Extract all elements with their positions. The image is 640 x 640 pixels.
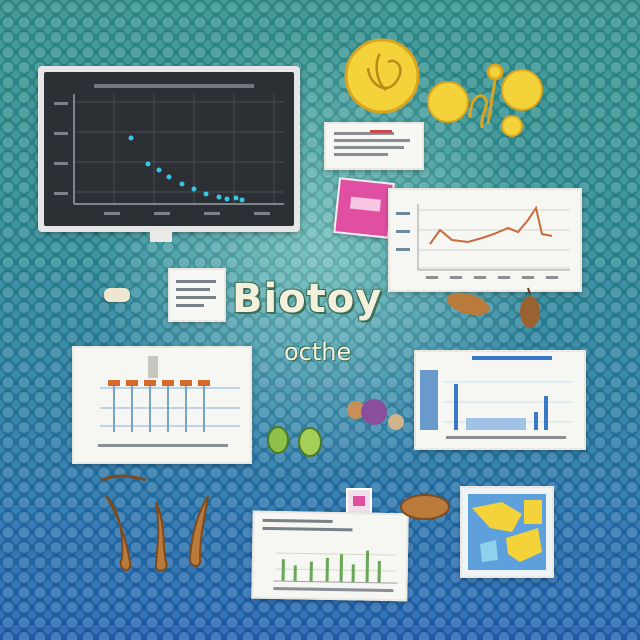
bar-chart-bottom <box>262 518 398 593</box>
gold-coin-icon <box>501 69 543 111</box>
scatter-point <box>233 195 239 201</box>
monitor-screen <box>44 72 294 226</box>
seed-icon <box>520 296 540 328</box>
pin-icon <box>468 63 504 129</box>
scatter-point <box>145 161 151 167</box>
berry-icon <box>388 414 404 430</box>
scatter-point <box>128 135 134 141</box>
note-card-top <box>324 122 424 170</box>
bar-chart-left <box>98 356 240 447</box>
bar-chart-card-bottom <box>251 510 409 602</box>
scatter-point <box>191 186 197 192</box>
gold-coin-icon <box>501 115 523 137</box>
bar-chart-right <box>420 356 572 439</box>
scatter-point <box>166 174 172 180</box>
note-text-lines <box>334 130 410 156</box>
headline-title: Biotoy <box>232 276 383 322</box>
bar-series <box>281 550 381 583</box>
gold-coin-icon <box>427 81 469 123</box>
line-chart <box>396 204 570 279</box>
bar-chart-card-left <box>72 346 252 464</box>
subline-title: octhe <box>284 338 352 366</box>
berry-icon <box>347 401 365 419</box>
map-figure <box>468 494 546 570</box>
berry-cluster <box>347 399 404 430</box>
seed-icon <box>105 495 209 572</box>
seed-icon <box>446 292 490 316</box>
seed-icon <box>400 494 450 520</box>
scatter-point <box>224 196 230 202</box>
line-series <box>429 205 553 245</box>
monitor-scatter-panel <box>38 66 300 232</box>
gold-coins-cluster <box>344 38 543 137</box>
green-beans-icon <box>267 426 322 457</box>
scatter-point <box>216 194 222 200</box>
berry-icon <box>361 399 387 425</box>
line-chart-card <box>388 188 582 292</box>
bar-series <box>454 384 548 430</box>
scatter-point <box>156 167 162 173</box>
scatter-point <box>239 197 245 203</box>
seed-cluster-right <box>446 287 540 328</box>
scatter-points <box>128 135 245 203</box>
bar-chart-card-right <box>414 350 586 450</box>
bar-caps <box>108 380 210 386</box>
pink-label-icon <box>333 177 395 239</box>
note-text-lines <box>176 280 216 307</box>
scatter-plot <box>54 84 284 215</box>
scatter-point <box>203 191 209 197</box>
bar-series <box>113 382 205 432</box>
gold-coin-icon <box>344 38 420 114</box>
map-card <box>460 486 554 578</box>
seed-cluster-left <box>101 474 209 572</box>
monitor-stand-tab <box>150 230 172 242</box>
small-note-center <box>168 268 226 322</box>
scatter-point <box>179 181 185 187</box>
parchment-icon <box>104 288 130 302</box>
